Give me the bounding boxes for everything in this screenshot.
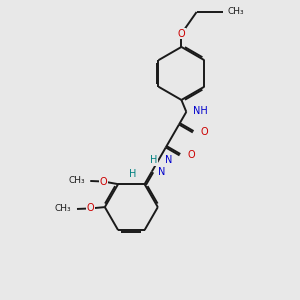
Text: O: O [100, 176, 107, 187]
Text: NH: NH [193, 106, 207, 116]
Text: CH₃: CH₃ [55, 205, 72, 214]
Text: O: O [201, 128, 208, 137]
Text: H: H [129, 169, 136, 179]
Text: N: N [158, 167, 165, 176]
Text: CH₃: CH₃ [228, 8, 244, 16]
Text: H: H [150, 155, 157, 165]
Text: O: O [188, 150, 195, 161]
Text: N: N [165, 155, 172, 165]
Text: CH₃: CH₃ [68, 176, 85, 185]
Text: O: O [178, 29, 185, 39]
Text: O: O [86, 203, 94, 213]
